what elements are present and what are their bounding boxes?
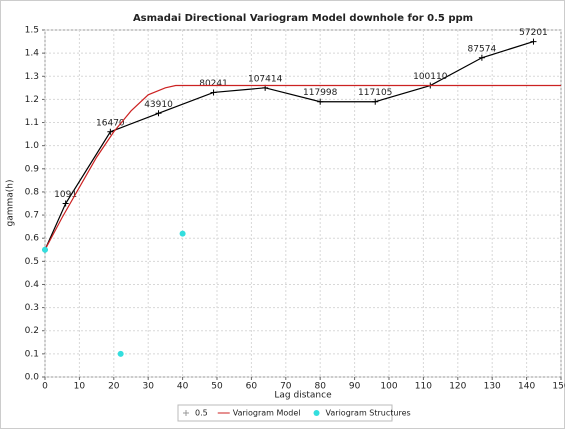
x-tick-label: 60: [246, 382, 258, 392]
x-tick-label: 130: [484, 382, 501, 392]
x-tick-label: 20: [108, 382, 120, 392]
point-marker: [210, 89, 217, 96]
legend: [177, 404, 393, 422]
x-tick-label: 150: [552, 382, 565, 392]
y-tick-label: 1.0: [25, 141, 40, 151]
y-tick-label: 1.4: [25, 49, 40, 59]
point-marker: [317, 98, 324, 105]
pair-count-label: 1091: [54, 190, 77, 200]
legend-label: Variogram Model: [233, 409, 301, 418]
legend-label: Variogram Structures: [326, 409, 411, 418]
y-tick-label: 1.2: [25, 95, 39, 105]
point-marker: [372, 98, 379, 105]
point-marker: [478, 54, 485, 61]
pair-count-label: 117998: [303, 88, 338, 98]
point-marker: [42, 246, 48, 253]
y-tick-label: 0.0: [25, 373, 40, 383]
pair-count-label: 100110: [413, 72, 448, 82]
pair-count-label: 107414: [248, 74, 283, 84]
y-tick-label: 1.5: [25, 26, 39, 36]
x-tick-label: 140: [518, 382, 535, 392]
x-tick-label: 90: [349, 382, 361, 392]
x-axis-label: Lag distance: [274, 391, 332, 401]
pair-count-label: 80241: [199, 79, 228, 89]
y-tick-label: 0.1: [25, 349, 39, 359]
x-tick-label: 50: [211, 382, 223, 392]
x-tick-label: 10: [74, 382, 86, 392]
point-marker: [117, 350, 124, 357]
legend-symbol: [313, 410, 320, 416]
y-tick-label: 0.2: [25, 326, 39, 336]
y-tick-label: 1.3: [25, 72, 39, 82]
x-tick-label: 70: [280, 382, 292, 392]
series-line: [44, 84, 561, 251]
x-tick-label: 80: [314, 382, 326, 392]
point-marker: [62, 200, 69, 207]
x-tick-label: 120: [449, 382, 466, 392]
y-tick-label: 0.4: [25, 280, 40, 290]
legend-symbol: [183, 410, 189, 416]
pair-count-label: 16470: [96, 118, 125, 128]
y-tick-label: 0.5: [25, 257, 39, 267]
y-tick-label: 1.1: [25, 118, 39, 128]
pair-count-label: 57201: [519, 28, 548, 38]
y-tick-label: 0.8: [25, 187, 40, 197]
point-marker: [179, 230, 186, 237]
point-marker: [530, 38, 537, 45]
point-marker: [155, 110, 162, 117]
pair-count-label: 117105: [358, 88, 392, 98]
point-marker: [107, 128, 114, 135]
pair-count-label: 43910: [144, 100, 173, 110]
y-axis-label: gamma(h): [6, 179, 16, 226]
chart-title: Asmadai Directional Variogram Model down…: [133, 13, 473, 24]
x-tick-label: 0: [42, 382, 48, 392]
x-tick-label: 100: [380, 382, 397, 392]
pair-count-label: 87574: [468, 44, 497, 54]
x-tick-label: 40: [177, 382, 189, 392]
y-tick-label: 0.6: [25, 234, 40, 244]
y-tick-label: 0.3: [25, 303, 39, 313]
y-tick-label: 0.9: [25, 164, 40, 174]
x-tick-label: 30: [142, 382, 154, 392]
legend-label: 0.5: [195, 409, 208, 418]
y-tick-label: 0.7: [25, 211, 39, 221]
x-tick-label: 110: [415, 382, 432, 392]
